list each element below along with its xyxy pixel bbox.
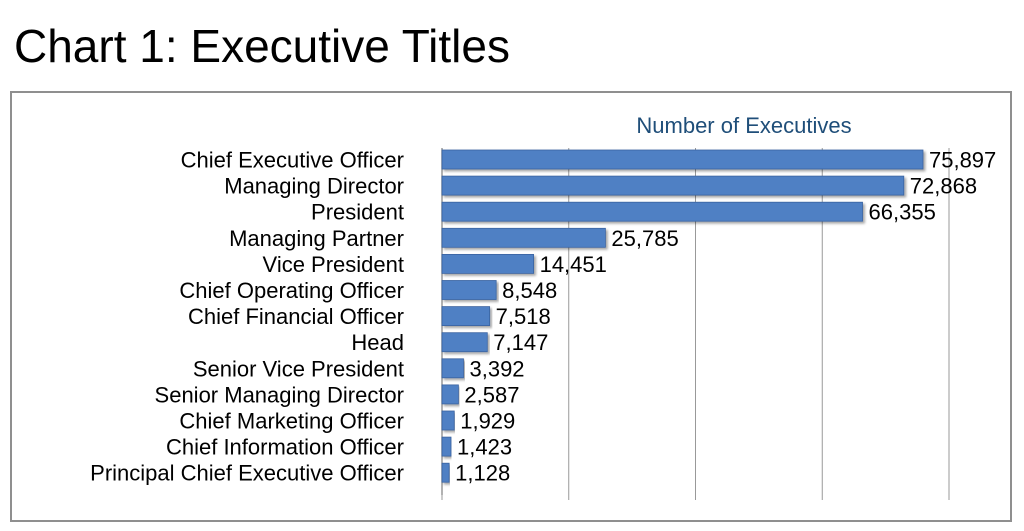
bar (441, 175, 905, 196)
data-label: 1,128 (455, 461, 510, 486)
bars (441, 149, 924, 483)
category-label: Managing Partner (229, 226, 404, 251)
bar (441, 280, 497, 300)
data-label: 1,423 (457, 435, 512, 460)
data-label: 7,518 (496, 304, 551, 329)
bar (441, 410, 455, 431)
category-label: Senior Managing Director (155, 382, 404, 407)
category-label: Chief Executive Officer (181, 148, 404, 173)
data-label: 8,548 (502, 278, 557, 303)
bar (441, 306, 491, 327)
bar (441, 462, 450, 483)
bar (441, 227, 606, 248)
data-label: 7,147 (493, 330, 548, 355)
data-label: 66,355 (869, 200, 936, 225)
data-label: 3,392 (469, 356, 524, 381)
chart-frame: Chief Executive Officer Managing Director… (10, 91, 1012, 522)
category-label: Head (351, 330, 404, 355)
category-label: Chief Operating Officer (179, 278, 404, 303)
data-label: 2,587 (464, 382, 519, 407)
bar (441, 358, 464, 379)
bar (441, 332, 488, 353)
chart-title: Number of Executives (636, 113, 851, 138)
data-label: 25,785 (611, 226, 678, 251)
bar (441, 201, 863, 222)
data-label: 1,929 (460, 409, 515, 434)
category-label: Managing Director (224, 174, 404, 199)
category-label: Senior Vice President (193, 356, 404, 381)
category-label: Vice President (263, 252, 404, 277)
data-label: 75,897 (929, 148, 996, 173)
category-label: Chief Information Officer (166, 435, 404, 460)
bar (441, 253, 534, 274)
bar (441, 384, 459, 405)
data-label: 14,451 (540, 252, 607, 277)
page-title: Chart 1: Executive Titles (14, 20, 510, 72)
category-label: President (311, 200, 404, 225)
category-label: Chief Financial Officer (188, 304, 404, 329)
bar (441, 149, 924, 170)
data-label: 72,868 (910, 174, 977, 199)
category-label: Principal Chief Executive Officer (90, 461, 404, 486)
bar (441, 436, 452, 457)
category-label: Chief Marketing Officer (179, 409, 404, 434)
